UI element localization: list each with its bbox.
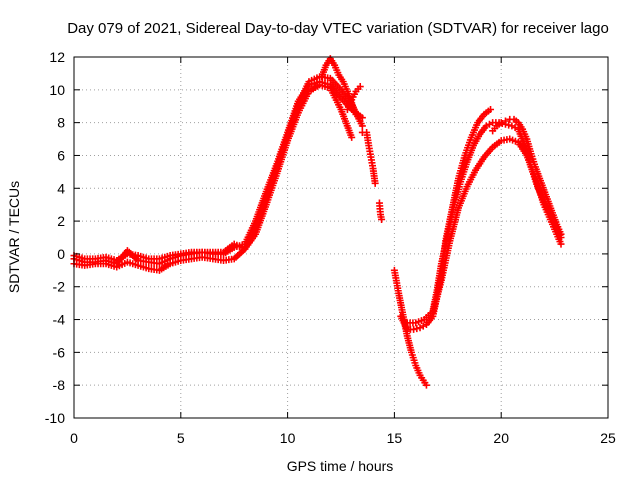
data-point xyxy=(371,179,379,187)
x-tick-label: 20 xyxy=(493,430,509,446)
x-tick-label: 5 xyxy=(177,430,185,446)
x-tick-label: 10 xyxy=(280,430,296,446)
data-point xyxy=(358,122,366,130)
data-point xyxy=(352,110,360,118)
y-axis-label: SDTVAR / TECUs xyxy=(6,181,22,293)
y-tick-label: -8 xyxy=(53,377,66,393)
data-point xyxy=(557,230,565,238)
y-tick-label: 8 xyxy=(57,115,65,131)
y-tick-label: 10 xyxy=(49,82,65,98)
y-tick-label: 6 xyxy=(57,147,65,163)
y-tick-label: -4 xyxy=(53,312,66,328)
plot-frame xyxy=(73,56,609,419)
x-axis-label: GPS time / hours xyxy=(287,458,394,474)
y-tick-label: 2 xyxy=(57,213,65,229)
y-tick-label: -2 xyxy=(53,279,66,295)
x-axis-ticks: 0 5 10 15 20 25 xyxy=(70,57,616,446)
data-point xyxy=(487,106,495,114)
x-tick-label: 0 xyxy=(70,430,78,446)
data-point xyxy=(497,119,505,127)
y-tick-label: 0 xyxy=(57,246,65,262)
y-tick-label: -6 xyxy=(53,344,66,360)
x-tick-label: 25 xyxy=(600,430,616,446)
data-point xyxy=(356,83,364,91)
y-tick-label: 4 xyxy=(57,180,65,196)
chart-title: Day 079 of 2021, Sidereal Day-to-day VTE… xyxy=(67,20,609,37)
data-point xyxy=(422,381,430,389)
data-point xyxy=(410,325,418,333)
y-tick-label: 12 xyxy=(49,49,65,65)
data-point xyxy=(378,215,386,223)
data-point xyxy=(413,325,421,333)
data-point xyxy=(348,133,356,141)
x-tick-label: 15 xyxy=(387,430,403,446)
data-points xyxy=(70,55,565,389)
data-point xyxy=(557,240,565,248)
y-tick-label: -10 xyxy=(45,410,65,426)
data-point xyxy=(501,117,509,125)
data-point xyxy=(505,121,513,129)
y-axis-ticks: -10 -8 -6 -4 -2 0 2 4 6 8 10 12 xyxy=(45,49,608,426)
